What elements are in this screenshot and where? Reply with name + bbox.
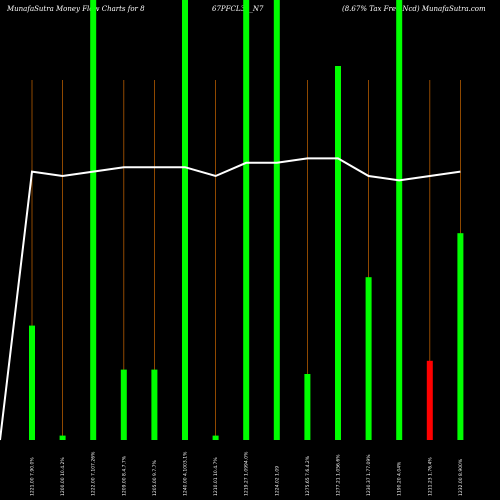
x-tick-label: 1210.01 10.4.7% [213, 457, 219, 496]
x-tick-label: 1205.00 9.7.7% [152, 460, 158, 496]
x-tick-label: 1232.00 8.900% [458, 458, 464, 496]
x-tick-label: 1224.02 1.09 [274, 466, 280, 496]
flow-line-group [0, 157, 461, 441]
bar [243, 0, 250, 440]
bar [29, 325, 35, 440]
bar [90, 0, 97, 440]
x-tick-label: 1219.27 1.0994.0% [244, 451, 250, 496]
bar [59, 435, 66, 440]
x-tick-label: 1222.00 7.107.26% [91, 451, 97, 496]
header-symbol-text: 67PFCL34_N7 [212, 5, 264, 13]
x-tick-label: 1230.37 1.77.09% [366, 454, 372, 496]
bar [212, 435, 219, 440]
x-tick-label: 1190.20 4.04% [397, 461, 403, 496]
bar [120, 369, 127, 440]
bar [182, 0, 188, 440]
bars-group [29, 0, 464, 440]
x-tick-label: 1221.00 7.90.0% [30, 457, 36, 496]
x-tick-label: 1211.23 1.76.4% [427, 457, 433, 496]
bar [304, 374, 311, 440]
x-labels-group: 1221.00 7.90.0% 1200.00 10.4.2% 1222.00 7.… [30, 451, 464, 496]
bar [457, 233, 464, 440]
x-tick-label: 1240.00 4.1003.1% [183, 451, 189, 496]
header-right-text: (8.67% Tax Free Ncd) MunafaSutra.com [342, 5, 486, 13]
header-left-text: MunafaSutra Money Flow Charts for 8 [7, 5, 145, 13]
x-tick-label: 1200.00 10.4.2% [60, 457, 66, 496]
flow-line [0, 157, 461, 441]
x-tick-label: 1209.00 8.4.7.7% [121, 455, 127, 496]
bar [365, 277, 372, 440]
x-tick-label: 1275.65 7.6.4.2% [305, 455, 311, 496]
x-tick-label: 1277.21 1.056.6% [336, 454, 342, 496]
bar [151, 369, 158, 440]
bar [273, 0, 280, 440]
bar [426, 360, 433, 440]
bar [396, 0, 403, 440]
bar [335, 66, 341, 440]
